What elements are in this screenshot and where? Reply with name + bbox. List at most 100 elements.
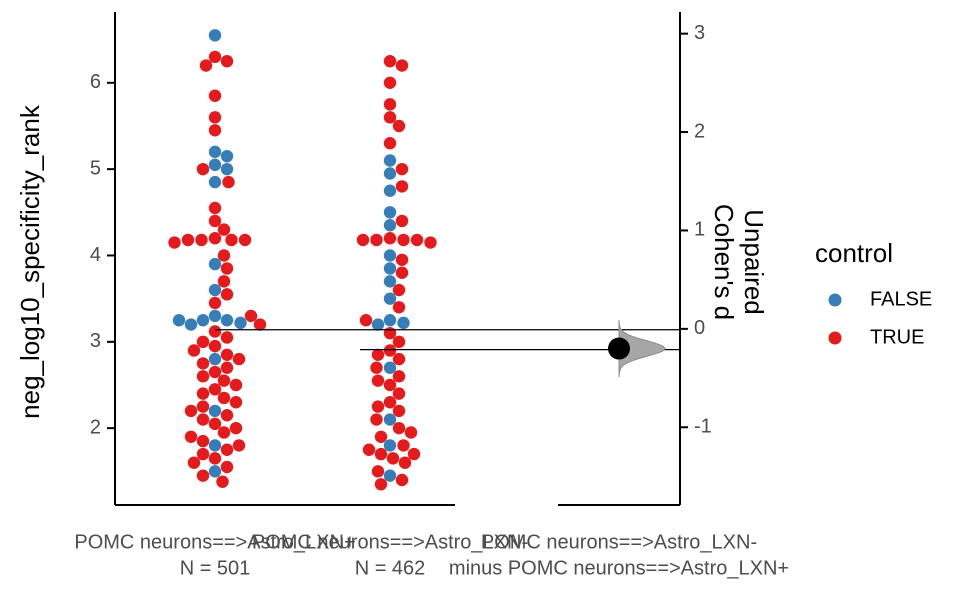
legend-title: control bbox=[815, 238, 893, 268]
swarm-point bbox=[208, 283, 222, 297]
swarm-point bbox=[383, 262, 397, 275]
legend-marker bbox=[828, 331, 842, 345]
swarm-point bbox=[229, 421, 243, 435]
swarm-point bbox=[229, 378, 243, 392]
swarm-point bbox=[383, 378, 397, 392]
y-tick-label: 5 bbox=[90, 157, 101, 179]
swarm-point bbox=[395, 253, 409, 266]
swarm-point bbox=[196, 447, 210, 461]
swarm-point bbox=[383, 219, 397, 232]
swarm-point bbox=[187, 344, 201, 357]
swarm-point bbox=[187, 456, 201, 469]
swarm-point bbox=[217, 391, 231, 405]
y2-tick-label: 2 bbox=[694, 120, 705, 142]
swarm-point bbox=[220, 348, 234, 361]
swarm-point bbox=[181, 233, 195, 247]
swarm-point bbox=[392, 301, 406, 314]
swarm-point bbox=[220, 331, 234, 344]
swarm-point bbox=[383, 55, 397, 68]
swarm-point bbox=[184, 430, 198, 443]
swarm-point bbox=[220, 443, 234, 456]
swarm-point bbox=[383, 275, 397, 288]
swarm-point bbox=[383, 249, 397, 262]
swarm-point bbox=[383, 206, 397, 219]
swarm-point bbox=[217, 426, 231, 439]
swarm-point bbox=[168, 236, 181, 249]
swarm-point bbox=[374, 430, 388, 443]
bootstrap-distribution bbox=[618, 320, 666, 378]
swarm-point bbox=[383, 137, 397, 150]
x-tick-label: N = 462 bbox=[355, 557, 426, 579]
swarm-point bbox=[217, 374, 231, 387]
swarm-point bbox=[184, 318, 198, 331]
swarm-point bbox=[208, 158, 222, 172]
swarm-point bbox=[371, 374, 385, 387]
swarm-point bbox=[362, 443, 376, 456]
x-tick-label: POMC neurons==>Astro_LXN+ bbox=[74, 531, 355, 553]
y-tick-label: 6 bbox=[90, 71, 101, 93]
swarm-point bbox=[208, 50, 222, 64]
swarm-point bbox=[383, 413, 397, 426]
swarm-point bbox=[220, 162, 234, 176]
swarm-point bbox=[208, 439, 222, 452]
swarm-point bbox=[383, 111, 397, 124]
swarm-point bbox=[383, 396, 397, 409]
y2-axis-label: Cohen's d bbox=[709, 204, 739, 320]
swarm-point bbox=[370, 233, 383, 247]
y-axis-label: neg_log10_specificity_rank bbox=[15, 104, 45, 419]
swarm-point bbox=[229, 396, 243, 409]
y2-tick-label: 1 bbox=[694, 219, 705, 241]
swarm-point bbox=[374, 447, 388, 461]
swarm-point bbox=[370, 413, 383, 426]
swarm-point bbox=[196, 357, 210, 370]
swarm-point bbox=[208, 452, 222, 465]
x-tick-label: POMC neurons==>Astro_LXN- bbox=[481, 531, 757, 553]
swarm-point bbox=[395, 180, 409, 193]
swarm-point bbox=[383, 232, 397, 245]
swarm-point bbox=[208, 175, 222, 189]
swarm-point bbox=[232, 352, 246, 366]
swarm-point bbox=[386, 452, 400, 465]
swarm-point bbox=[397, 233, 410, 247]
swarm-point bbox=[225, 233, 238, 247]
swarm-point bbox=[220, 460, 234, 474]
swarm-point bbox=[208, 214, 222, 228]
swarm-point bbox=[196, 370, 210, 383]
swarm-point bbox=[208, 201, 222, 215]
swarm-point bbox=[196, 335, 210, 349]
swarm-point bbox=[216, 475, 229, 488]
swarm-point bbox=[383, 184, 397, 197]
swarm-point bbox=[208, 417, 222, 431]
swarm-point bbox=[184, 404, 198, 418]
swarm-point bbox=[196, 314, 210, 327]
swarm-point bbox=[232, 439, 246, 452]
swarm-point bbox=[196, 162, 210, 176]
swarm-point bbox=[397, 316, 410, 330]
swarm-point bbox=[196, 400, 210, 413]
swarm-point bbox=[220, 314, 234, 327]
swarm-point bbox=[383, 469, 397, 482]
swarm-point bbox=[208, 465, 222, 478]
swarm-point bbox=[383, 439, 397, 452]
swarm-point bbox=[383, 361, 397, 374]
swarm-point bbox=[199, 59, 213, 72]
swarm-point bbox=[404, 426, 418, 439]
swarm-point bbox=[208, 296, 222, 310]
swarm-point bbox=[359, 314, 373, 327]
swarm-point bbox=[383, 98, 397, 111]
swarm-point bbox=[371, 348, 385, 361]
swarm-point bbox=[172, 314, 186, 327]
swarm-point bbox=[392, 352, 406, 366]
swarm-point bbox=[196, 469, 210, 482]
swarm-point bbox=[208, 89, 222, 102]
x-tick-label: POMC neurons==>Astro_LXN- bbox=[252, 531, 528, 553]
swarm-point bbox=[371, 465, 385, 478]
swarm-point bbox=[217, 249, 231, 262]
swarm-point bbox=[208, 339, 222, 353]
legend-marker bbox=[828, 293, 842, 307]
swarm-point bbox=[220, 361, 234, 374]
swarm-point bbox=[392, 404, 406, 418]
y-tick-label: 3 bbox=[90, 330, 101, 352]
swarm-point bbox=[217, 223, 231, 236]
